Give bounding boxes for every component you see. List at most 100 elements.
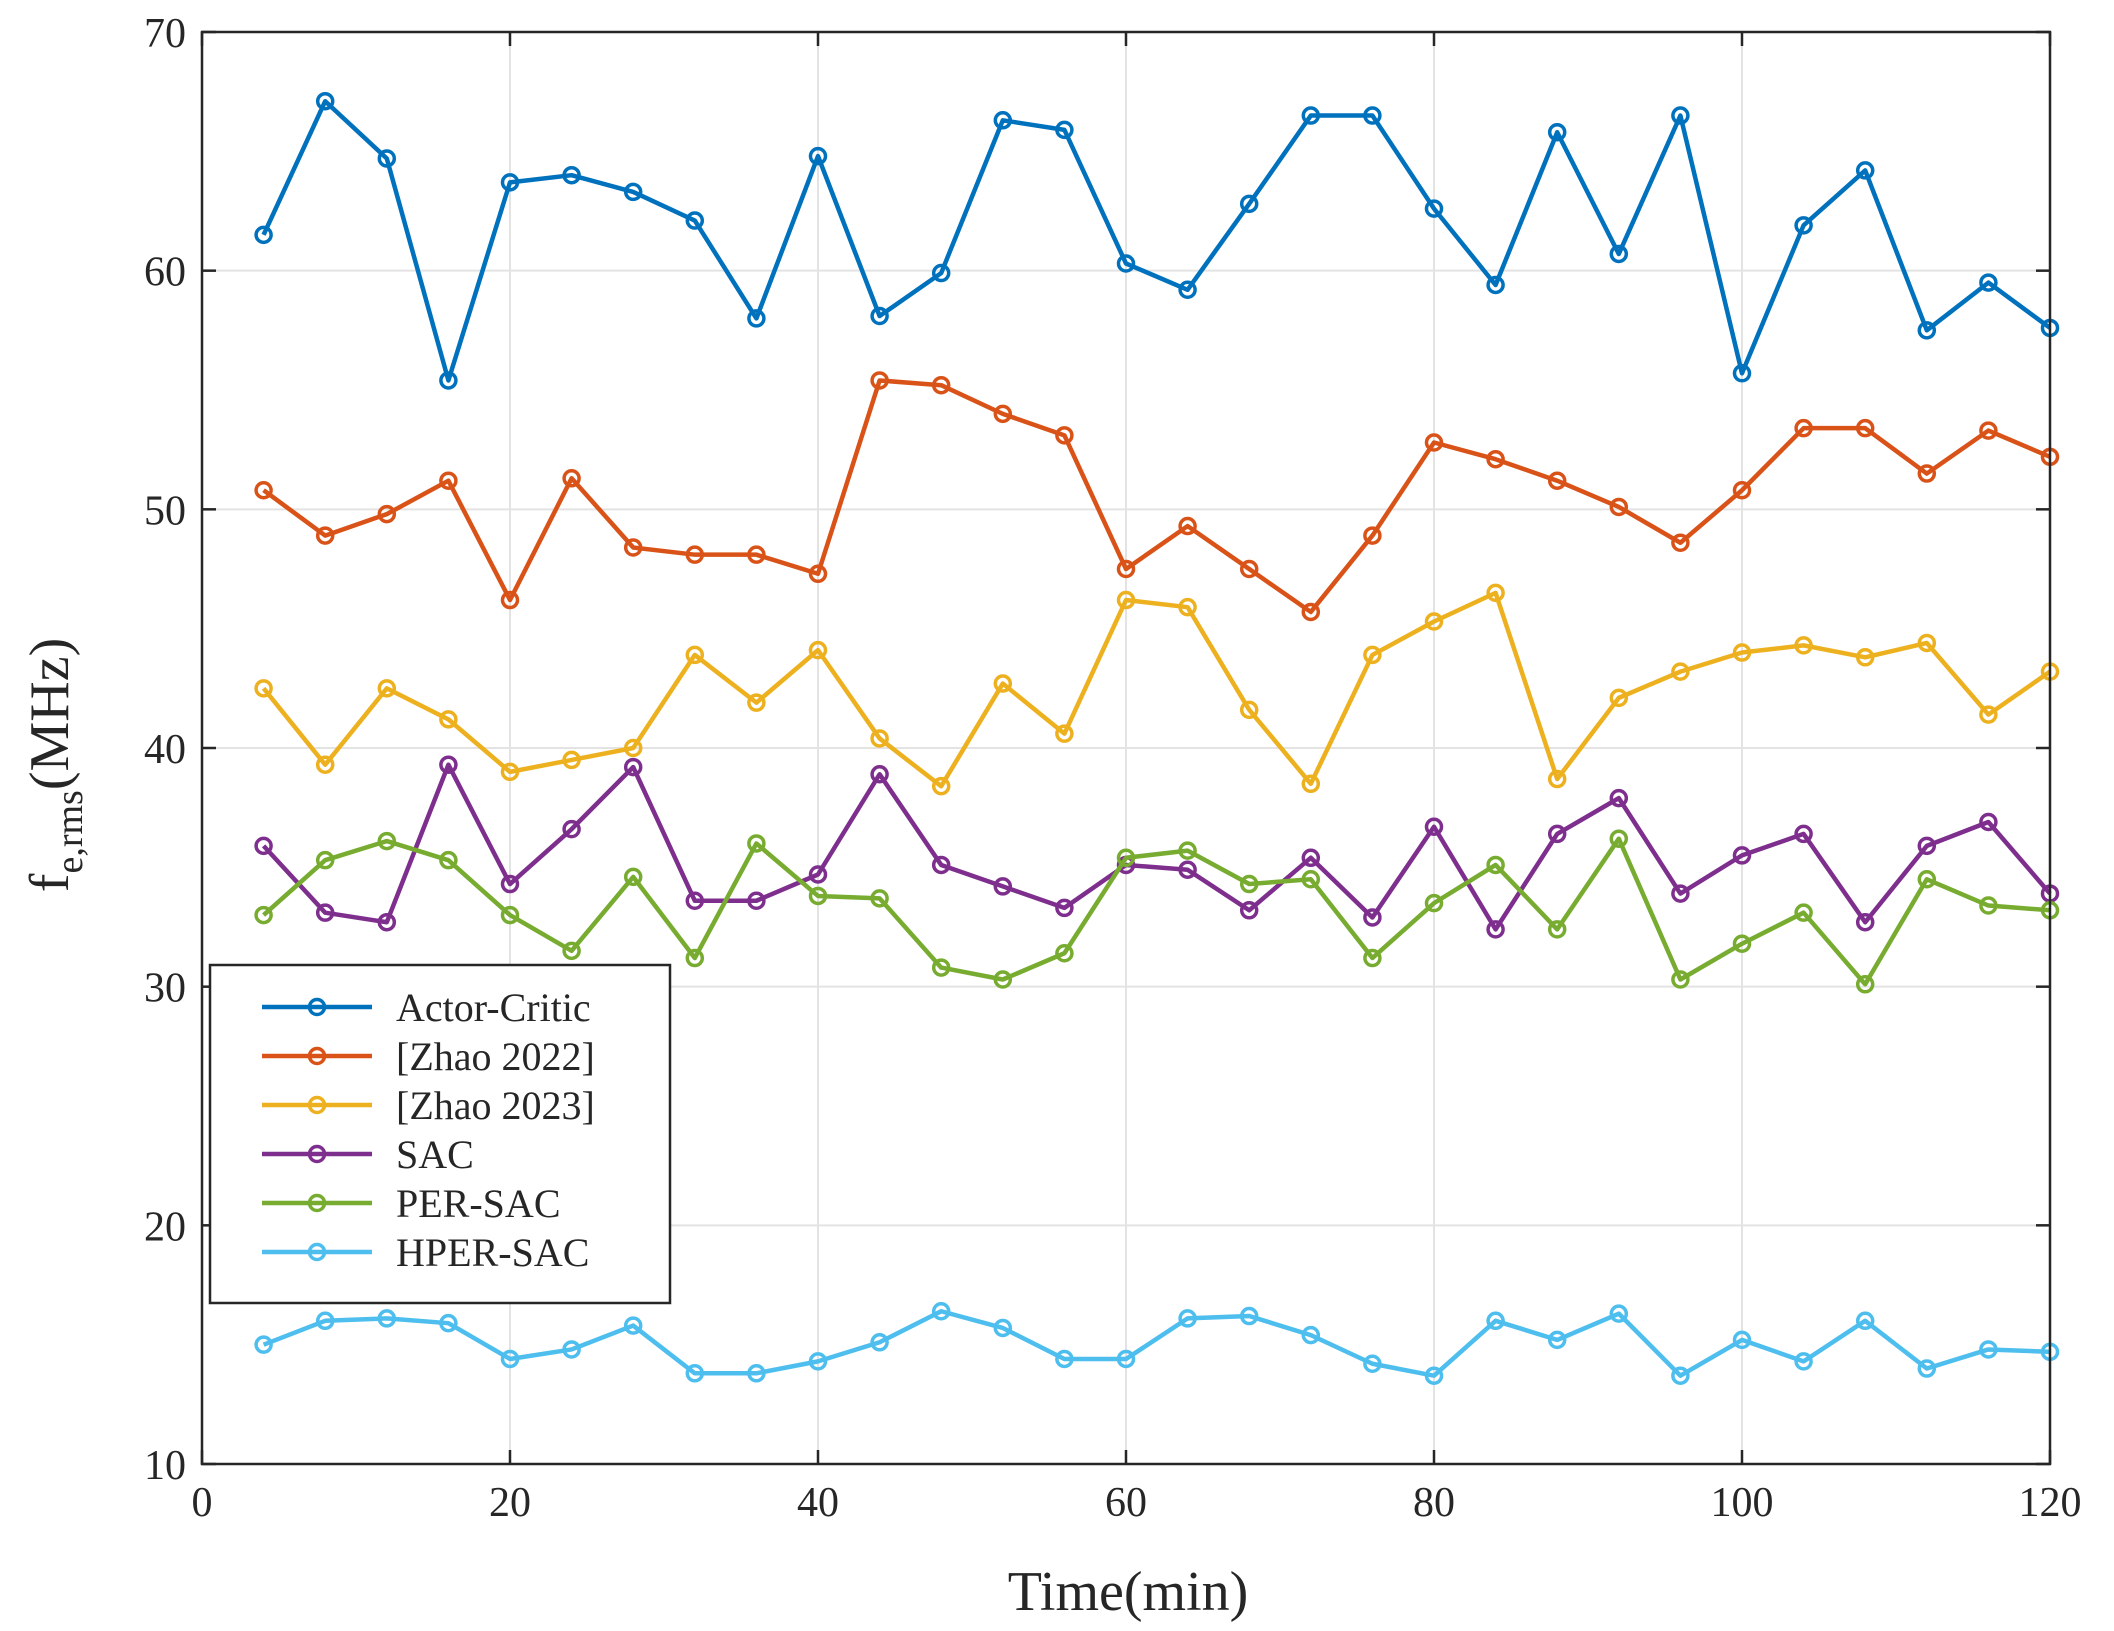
series-sac bbox=[254, 755, 2060, 939]
data-point bbox=[1917, 321, 1937, 340]
series-zhao-2023 bbox=[254, 583, 2060, 796]
data-point bbox=[747, 545, 766, 564]
x-tick-label: 100 bbox=[1711, 1480, 1774, 1526]
legend-item: PER-SAC bbox=[262, 1181, 561, 1226]
data-point bbox=[1732, 1330, 1752, 1350]
y-tick-label: 40 bbox=[144, 727, 186, 773]
data-point bbox=[1178, 516, 1197, 536]
data-point bbox=[1424, 199, 1444, 218]
data-point bbox=[1363, 645, 1382, 665]
data-point bbox=[500, 905, 520, 925]
data-point bbox=[1239, 874, 1259, 894]
data-point bbox=[439, 755, 458, 774]
data-point bbox=[1671, 1366, 1690, 1385]
data-point bbox=[993, 1318, 1013, 1338]
series-line bbox=[262, 378, 2051, 615]
data-point bbox=[1609, 244, 1629, 264]
legend-marker bbox=[307, 1046, 327, 1066]
data-point bbox=[993, 877, 1013, 896]
x-tick-label: 0 bbox=[192, 1480, 213, 1526]
data-point bbox=[1486, 275, 1505, 295]
data-point bbox=[1979, 273, 1998, 292]
data-point bbox=[1239, 901, 1259, 920]
data-point bbox=[808, 640, 828, 660]
data-point bbox=[1547, 920, 1567, 939]
data-point bbox=[254, 836, 273, 856]
data-point bbox=[1732, 364, 1752, 383]
data-point bbox=[254, 905, 273, 925]
data-point bbox=[1855, 1311, 1875, 1331]
data-point bbox=[1116, 848, 1136, 868]
data-point bbox=[439, 710, 458, 729]
legend-label: [Zhao 2022] bbox=[396, 1034, 595, 1079]
legend-box bbox=[208, 963, 672, 1305]
data-point bbox=[1547, 824, 1567, 844]
data-point bbox=[1917, 633, 1937, 653]
y-axis-label: fe,rms(MHz) bbox=[19, 638, 91, 892]
data-point bbox=[993, 404, 1013, 424]
data-point bbox=[1424, 612, 1444, 631]
data-point bbox=[1363, 1354, 1382, 1374]
data-point bbox=[315, 755, 335, 774]
data-point bbox=[500, 874, 520, 894]
legend-item: HPER-SAC bbox=[262, 1230, 589, 1275]
data-point bbox=[1239, 559, 1259, 579]
data-point bbox=[1301, 870, 1321, 889]
series-actor-critic bbox=[254, 91, 2060, 390]
data-point bbox=[377, 912, 397, 932]
data-point bbox=[931, 1302, 951, 1321]
data-point bbox=[1178, 597, 1197, 617]
x-tick-label: 40 bbox=[797, 1480, 839, 1526]
data-point bbox=[931, 958, 951, 977]
data-point bbox=[377, 149, 397, 168]
x-tick-label: 20 bbox=[489, 1480, 531, 1526]
data-point bbox=[1979, 1340, 1998, 1359]
data-point bbox=[1732, 480, 1752, 500]
series-line bbox=[261, 590, 2052, 789]
y-tick-label: 50 bbox=[144, 488, 186, 534]
data-point bbox=[685, 891, 705, 910]
data-point bbox=[1609, 829, 1629, 848]
data-point bbox=[1363, 908, 1382, 927]
data-point bbox=[808, 146, 828, 166]
legend-label: SAC bbox=[396, 1132, 474, 1177]
data-point bbox=[1794, 1352, 1813, 1371]
data-point bbox=[931, 375, 951, 395]
series-per-sac bbox=[254, 829, 2060, 994]
data-point bbox=[623, 757, 643, 777]
legend-item: SAC bbox=[262, 1132, 474, 1177]
data-point bbox=[1363, 106, 1382, 125]
data-point bbox=[1609, 497, 1629, 517]
data-point bbox=[1917, 870, 1937, 889]
data-point bbox=[1609, 688, 1629, 708]
data-point bbox=[623, 738, 643, 758]
data-point bbox=[870, 1333, 889, 1352]
data-point bbox=[1424, 817, 1444, 837]
x-tick-label: 120 bbox=[2019, 1480, 2082, 1526]
series-line bbox=[261, 98, 2052, 383]
data-point bbox=[1178, 1309, 1197, 1328]
data-point bbox=[808, 1352, 828, 1371]
data-point bbox=[315, 526, 335, 545]
data-point bbox=[500, 762, 520, 782]
data-point bbox=[254, 480, 273, 500]
legend-marker bbox=[307, 1242, 327, 1262]
data-point bbox=[1732, 643, 1752, 662]
legend-marker bbox=[307, 997, 327, 1017]
x-tick-label: 80 bbox=[1413, 1480, 1455, 1526]
data-point bbox=[1363, 526, 1382, 545]
data-point bbox=[1178, 280, 1197, 300]
data-point bbox=[1979, 705, 1998, 724]
data-point bbox=[870, 889, 889, 908]
data-point bbox=[808, 564, 828, 584]
data-point bbox=[1794, 636, 1813, 655]
data-point bbox=[439, 371, 458, 390]
y-axis-label-unit: (MHz) bbox=[19, 638, 81, 790]
legend-item: Actor-Critic bbox=[262, 985, 591, 1030]
legend-marker bbox=[307, 1095, 327, 1115]
series-line bbox=[261, 762, 2052, 932]
data-point bbox=[1239, 194, 1259, 214]
data-point bbox=[685, 545, 705, 564]
